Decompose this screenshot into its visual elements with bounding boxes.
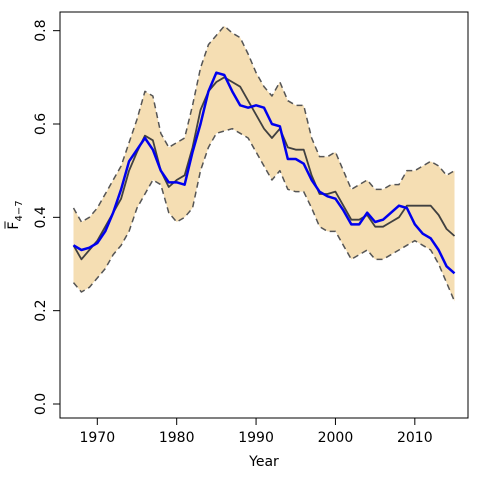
x-axis-title: Year	[248, 454, 279, 470]
y-tick-label: 0.0	[33, 393, 49, 415]
series-band-lower	[72, 127, 456, 302]
y-tick-label: 0.2	[33, 300, 49, 322]
x-axis: 1970 1980 1990 2000 2010	[79, 418, 433, 446]
y-axis-title-subscript: 4−7	[14, 200, 25, 221]
x-tick-label: 1980	[159, 430, 195, 446]
x-tick-label: 2000	[318, 430, 354, 446]
series-estimate	[72, 76, 456, 261]
plot-frame	[59, 11, 469, 419]
x-tick-label: 1990	[238, 430, 274, 446]
x-tick-label: 1970	[79, 430, 115, 446]
x-tick-label: 2010	[397, 430, 433, 446]
series-layer	[72, 25, 456, 302]
series-band-upper	[72, 25, 455, 223]
plot-area	[59, 11, 469, 419]
y-axis-title-main: F̅	[4, 221, 22, 230]
y-axis: 0.0 0.2 0.4 0.6 0.8	[33, 20, 60, 415]
y-tick-label: 0.8	[33, 20, 49, 42]
y-tick-label: 0.4	[33, 206, 49, 228]
confidence-band	[73, 26, 455, 302]
y-tick-label: 0.6	[33, 113, 49, 135]
y-axis-title: F̅4−7	[4, 200, 25, 229]
series-highlight	[72, 71, 456, 275]
